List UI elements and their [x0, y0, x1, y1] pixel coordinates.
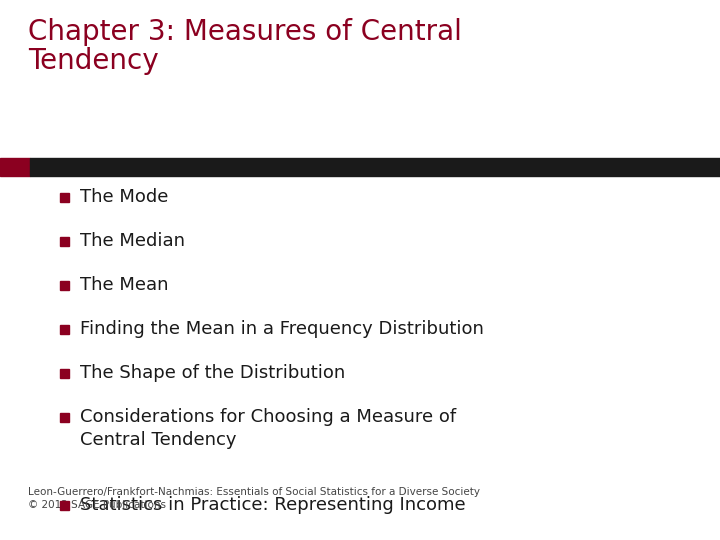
Text: The Shape of the Distribution: The Shape of the Distribution [80, 364, 346, 382]
Bar [60, 413, 69, 422]
Text: Tendency: Tendency [28, 47, 158, 75]
Text: Chapter 3: Measures of Central: Chapter 3: Measures of Central [28, 18, 462, 46]
Bar [30, 158, 720, 176]
Text: The Mean: The Mean [80, 276, 168, 294]
Text: The Median: The Median [80, 232, 185, 250]
Text: Finding the Mean in a Frequency Distribution: Finding the Mean in a Frequency Distribu… [80, 320, 484, 338]
Text: Leon-Guerrero/Frankfort-Nachmias: Essentials of Social Statistics for a Diverse : Leon-Guerrero/Frankfort-Nachmias: Essent… [28, 487, 480, 510]
Bar [60, 237, 69, 246]
Text: Considerations for Choosing a Measure of
Central Tendency: Considerations for Choosing a Measure of… [80, 408, 456, 449]
Bar [60, 325, 69, 334]
Bar [0, 158, 30, 176]
Bar [60, 501, 69, 510]
Bar [60, 193, 69, 201]
Bar [60, 281, 69, 289]
Text: The Mode: The Mode [80, 188, 168, 206]
Text: Statistics in Practice: Representing Income: Statistics in Practice: Representing Inc… [80, 496, 466, 514]
Bar [60, 368, 69, 377]
